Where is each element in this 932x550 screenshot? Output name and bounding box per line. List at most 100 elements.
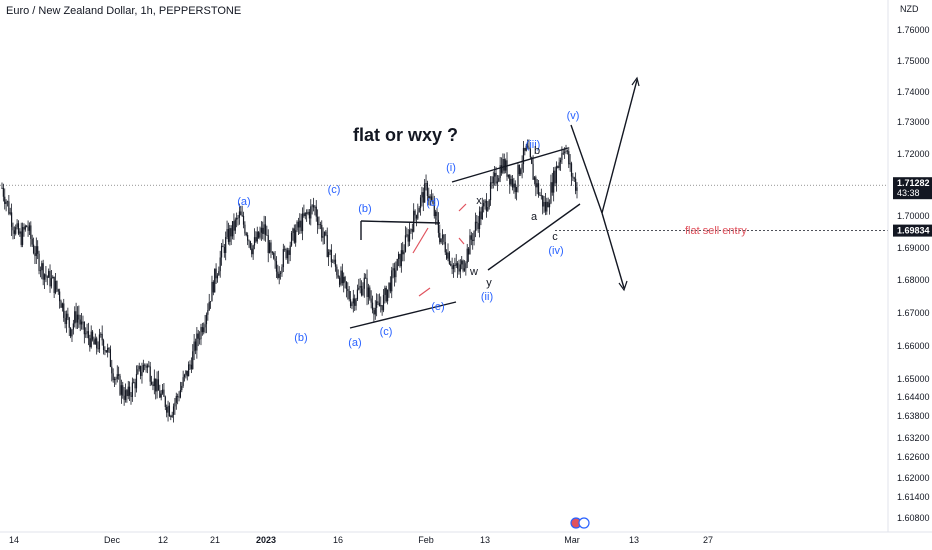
candle-body <box>428 195 430 199</box>
candle-body <box>396 259 398 271</box>
candle-body <box>16 223 18 228</box>
candle-body <box>433 203 435 217</box>
wave-label: (iii) <box>526 139 541 151</box>
candle-body <box>290 233 293 246</box>
candle-body <box>194 341 197 351</box>
x-tick-label: 2023 <box>256 535 276 545</box>
candle-body <box>440 238 442 243</box>
candle-body <box>397 253 400 260</box>
candle-body <box>328 251 330 258</box>
candle-body <box>90 331 92 348</box>
candle-body <box>1 187 3 189</box>
candle-body <box>211 281 213 302</box>
candle-body <box>315 206 317 217</box>
candle-body <box>526 145 529 148</box>
candle-body <box>247 234 249 241</box>
candle-body <box>2 187 4 197</box>
y-tick-label: 1.69000 <box>897 243 930 253</box>
candle-body <box>448 252 450 264</box>
candle-body <box>45 274 47 277</box>
candle-body <box>509 174 511 185</box>
candle-body <box>23 227 25 230</box>
candle-body <box>360 285 363 296</box>
candle-body <box>492 176 494 184</box>
candle-body <box>259 232 261 238</box>
candle-body <box>337 275 339 278</box>
candle-body <box>314 206 316 208</box>
candle-body <box>130 395 132 397</box>
candle-body <box>369 287 371 299</box>
candle-body <box>363 277 365 289</box>
candle-body <box>34 253 36 256</box>
wave-label: (d) <box>426 197 439 209</box>
candle-body <box>241 215 243 216</box>
candle-body <box>68 317 70 328</box>
candle-body <box>421 192 423 198</box>
candle-body <box>93 339 95 345</box>
candle-body <box>203 327 205 333</box>
candle-body <box>413 210 415 232</box>
x-tick-label: 16 <box>333 535 343 545</box>
candle-body <box>150 381 153 385</box>
candle-body <box>499 165 501 179</box>
candle-body <box>48 271 50 278</box>
red-accent-2 <box>418 287 431 297</box>
candle-body <box>120 385 122 395</box>
candle-body <box>338 277 341 285</box>
candle-body <box>13 230 15 234</box>
candle-body <box>443 234 445 242</box>
candle-body <box>39 270 42 272</box>
candle-body <box>133 382 135 384</box>
candle-body <box>415 215 418 219</box>
candle-body <box>233 221 235 231</box>
candle-body <box>31 238 33 245</box>
candle-body <box>308 211 310 219</box>
candle-body <box>166 407 168 413</box>
candle-body <box>551 182 553 193</box>
wave-labels: (a) (c) (b) (c) (a) (b) (d) (e) (i) (ii) (iii) (iv)… <box>237 110 579 349</box>
wave-label: (ii) <box>481 291 493 303</box>
candle-body <box>288 250 290 255</box>
candle-body <box>118 374 120 376</box>
candle-body <box>547 201 549 208</box>
candle-body <box>267 235 269 253</box>
candle-body <box>452 265 455 270</box>
candle-body <box>70 327 72 337</box>
candle-body <box>140 366 142 376</box>
candle-body <box>461 260 463 265</box>
candle-body <box>564 151 566 153</box>
candle-body <box>171 414 173 418</box>
candle-body <box>296 221 298 231</box>
candle-body <box>275 261 278 272</box>
y-tick-label: 1.65000 <box>897 374 930 384</box>
candle-body <box>229 228 231 242</box>
candle-body <box>356 289 359 300</box>
candle-body <box>178 396 180 398</box>
candle-body <box>365 277 367 279</box>
candle-body <box>382 294 385 311</box>
candle-body <box>525 145 527 151</box>
candle-body <box>334 259 337 267</box>
candle-body <box>498 178 500 182</box>
candle-body <box>126 390 128 397</box>
candle-body <box>175 396 177 403</box>
candle-body <box>141 371 143 376</box>
candle-body <box>373 310 375 315</box>
candle-body <box>108 347 110 350</box>
candle-body <box>400 250 402 267</box>
candle-body <box>376 301 378 308</box>
candle-body <box>312 205 315 208</box>
candle-body <box>557 166 559 168</box>
candle-body <box>63 303 65 318</box>
candle-body <box>354 298 356 306</box>
candle-body <box>208 301 210 311</box>
candle-body <box>341 270 343 284</box>
candle-body <box>262 227 264 234</box>
candle-body <box>199 338 201 340</box>
candle-body <box>71 329 73 337</box>
candle-body <box>196 333 198 351</box>
candle-body <box>137 369 139 375</box>
candle-body <box>200 327 202 340</box>
candle-body <box>179 390 182 398</box>
